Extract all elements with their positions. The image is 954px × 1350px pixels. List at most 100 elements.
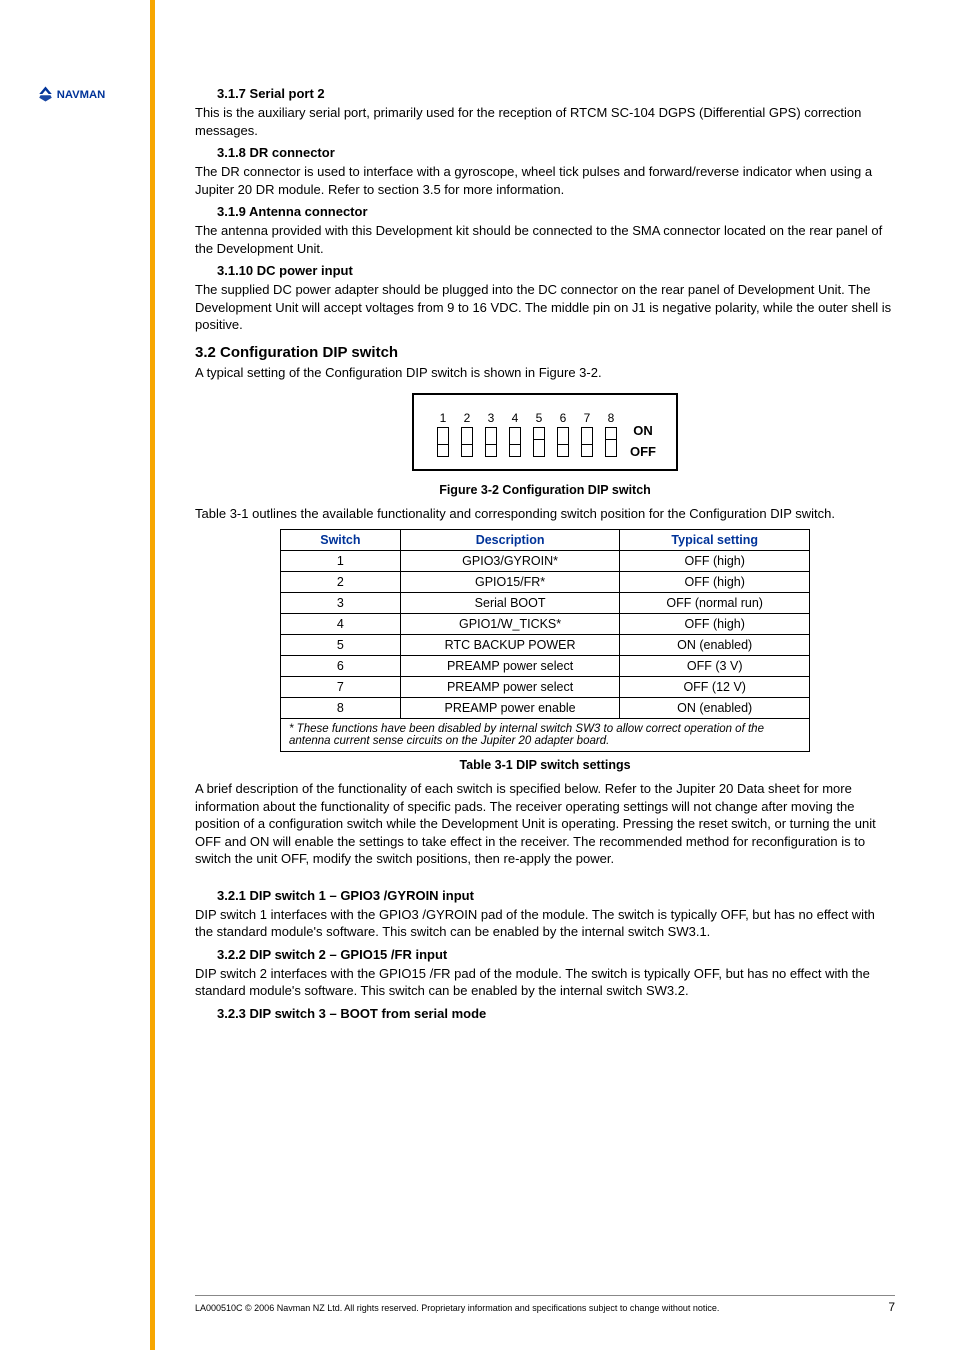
footer-page-number: 7 [888,1300,895,1314]
page: NAVMAN 3.1.7 Serial port 2 This is the a… [0,0,954,1350]
dip-slot [605,427,617,457]
dip-number-label: 5 [536,411,543,425]
dip-switch-4: 4 [506,411,524,457]
dip-handle [582,444,592,456]
table-header-cell: Switch [281,530,401,551]
table-cell: OFF (normal run) [620,593,810,614]
navman-logo-icon: NAVMAN [38,83,138,105]
table-cell: PREAMP power enable [400,698,620,719]
sidebar-accent-stripe [150,0,155,1350]
table-row: 3Serial BOOTOFF (normal run) [281,593,810,614]
table-header-cell: Typical setting [620,530,810,551]
table-cell: OFF (high) [620,614,810,635]
after-table-text: A brief description of the functionality… [195,780,895,868]
table-cell: PREAMP power select [400,656,620,677]
table-cell: 4 [281,614,401,635]
table-row: 2GPIO15/FR*OFF (high) [281,572,810,593]
dip-slot [557,427,569,457]
dip-switch-3: 3 [482,411,500,457]
footer-copyright: LA000510C © 2006 Navman NZ Ltd. All righ… [195,1303,719,1313]
brand-logo: NAVMAN [38,82,138,106]
table-cell: OFF (3 V) [620,656,810,677]
table-cell: 5 [281,635,401,656]
dip-on-label: ON [630,423,656,438]
dip-switch-6: 6 [554,411,572,457]
svg-text:NAVMAN: NAVMAN [57,89,106,101]
heading-3-1-10: 3.1.10 DC power input [217,263,895,278]
heading-3-1-8: 3.1.8 DR connector [217,145,895,160]
table-cell: OFF (12 V) [620,677,810,698]
table-3-1: SwitchDescriptionTypical setting1GPIO3/G… [280,529,810,752]
table-3-1-wrap: SwitchDescriptionTypical setting1GPIO3/G… [280,529,810,752]
dip-number-label: 7 [584,411,591,425]
table-cell: GPIO15/FR* [400,572,620,593]
dip-handle [606,428,616,440]
table-cell: GPIO1/W_TICKS* [400,614,620,635]
dip-switch-5: 5 [530,411,548,457]
heading-3-2-1: 3.2.1 DIP switch 1 – GPIO3 /GYROIN input [217,888,895,903]
heading-3-2-2: 3.2.2 DIP switch 2 – GPIO15 /FR input [217,947,895,962]
dip-number-label: 6 [560,411,567,425]
table-row: 1GPIO3/GYROIN*OFF (high) [281,551,810,572]
dip-inner: 1 2 3 4 5 6 78 ON OFF [434,409,656,459]
body-3-1-10: The supplied DC power adapter should be … [195,281,895,334]
after-figure-text: Table 3-1 outlines the available functio… [195,505,895,523]
table-cell: 6 [281,656,401,677]
body-3-1-8: The DR connector is used to interface wi… [195,163,895,198]
table-cell: 1 [281,551,401,572]
dip-switch-2: 2 [458,411,476,457]
body-3-1-9: The antenna provided with this Developme… [195,222,895,257]
dip-slot [581,427,593,457]
table-cell: 2 [281,572,401,593]
table-cell: RTC BACKUP POWER [400,635,620,656]
dip-handle [438,444,448,456]
table-row: 4GPIO1/W_TICKS*OFF (high) [281,614,810,635]
heading-3-1-9: 3.1.9 Antenna connector [217,204,895,219]
dip-on-off-labels: ON OFF [630,409,656,459]
table-3-1-caption: Table 3-1 DIP switch settings [195,758,895,772]
body-3-2-1: DIP switch 1 interfaces with the GPIO3 /… [195,906,895,941]
dip-handle [462,444,472,456]
dip-handle [510,444,520,456]
dip-number-label: 4 [512,411,519,425]
main-content: 3.1.7 Serial port 2 This is the auxiliar… [195,80,895,1024]
table-header-cell: Description [400,530,620,551]
table-cell: 8 [281,698,401,719]
dip-switch-1: 1 [434,411,452,457]
dip-number-label: 3 [488,411,495,425]
page-footer: LA000510C © 2006 Navman NZ Ltd. All righ… [195,1295,895,1314]
intro-3-2: A typical setting of the Configuration D… [195,364,895,382]
body-3-1-7: This is the auxiliary serial port, prima… [195,104,895,139]
table-cell: OFF (high) [620,572,810,593]
table-row: 7PREAMP power selectOFF (12 V) [281,677,810,698]
dip-slot [533,427,545,457]
dip-handle [486,444,496,456]
figure-3-2: 1 2 3 4 5 6 78 ON OFF Figure 3-2 Configuration… [195,393,895,497]
dip-slot [509,427,521,457]
heading-3-2-3: 3.2.3 DIP switch 3 – BOOT from serial mo… [217,1006,895,1021]
dip-slot [485,427,497,457]
dip-number-label: 2 [464,411,471,425]
heading-3-2: 3.2 Configuration DIP switch [195,344,895,361]
table-cell: ON (enabled) [620,698,810,719]
table-cell: ON (enabled) [620,635,810,656]
dip-off-label: OFF [630,444,656,459]
dip-slot [437,427,449,457]
table-footnote: * These functions have been disabled by … [281,719,810,752]
dip-handle [534,428,544,440]
dip-switch-row: 1 2 3 4 5 6 78 [434,411,620,457]
dip-number-label: 1 [440,411,447,425]
body-3-2-2: DIP switch 2 interfaces with the GPIO15 … [195,965,895,1000]
dip-switch-7: 7 [578,411,596,457]
table-row: 8PREAMP power enableON (enabled) [281,698,810,719]
table-row: 5RTC BACKUP POWERON (enabled) [281,635,810,656]
figure-3-2-caption: Figure 3-2 Configuration DIP switch [195,483,895,497]
table-cell: 7 [281,677,401,698]
heading-3-1-7: 3.1.7 Serial port 2 [217,86,895,101]
table-cell: GPIO3/GYROIN* [400,551,620,572]
table-cell: Serial BOOT [400,593,620,614]
dip-switch-8: 8 [602,411,620,457]
table-cell: OFF (high) [620,551,810,572]
dip-handle [558,444,568,456]
dip-slot [461,427,473,457]
